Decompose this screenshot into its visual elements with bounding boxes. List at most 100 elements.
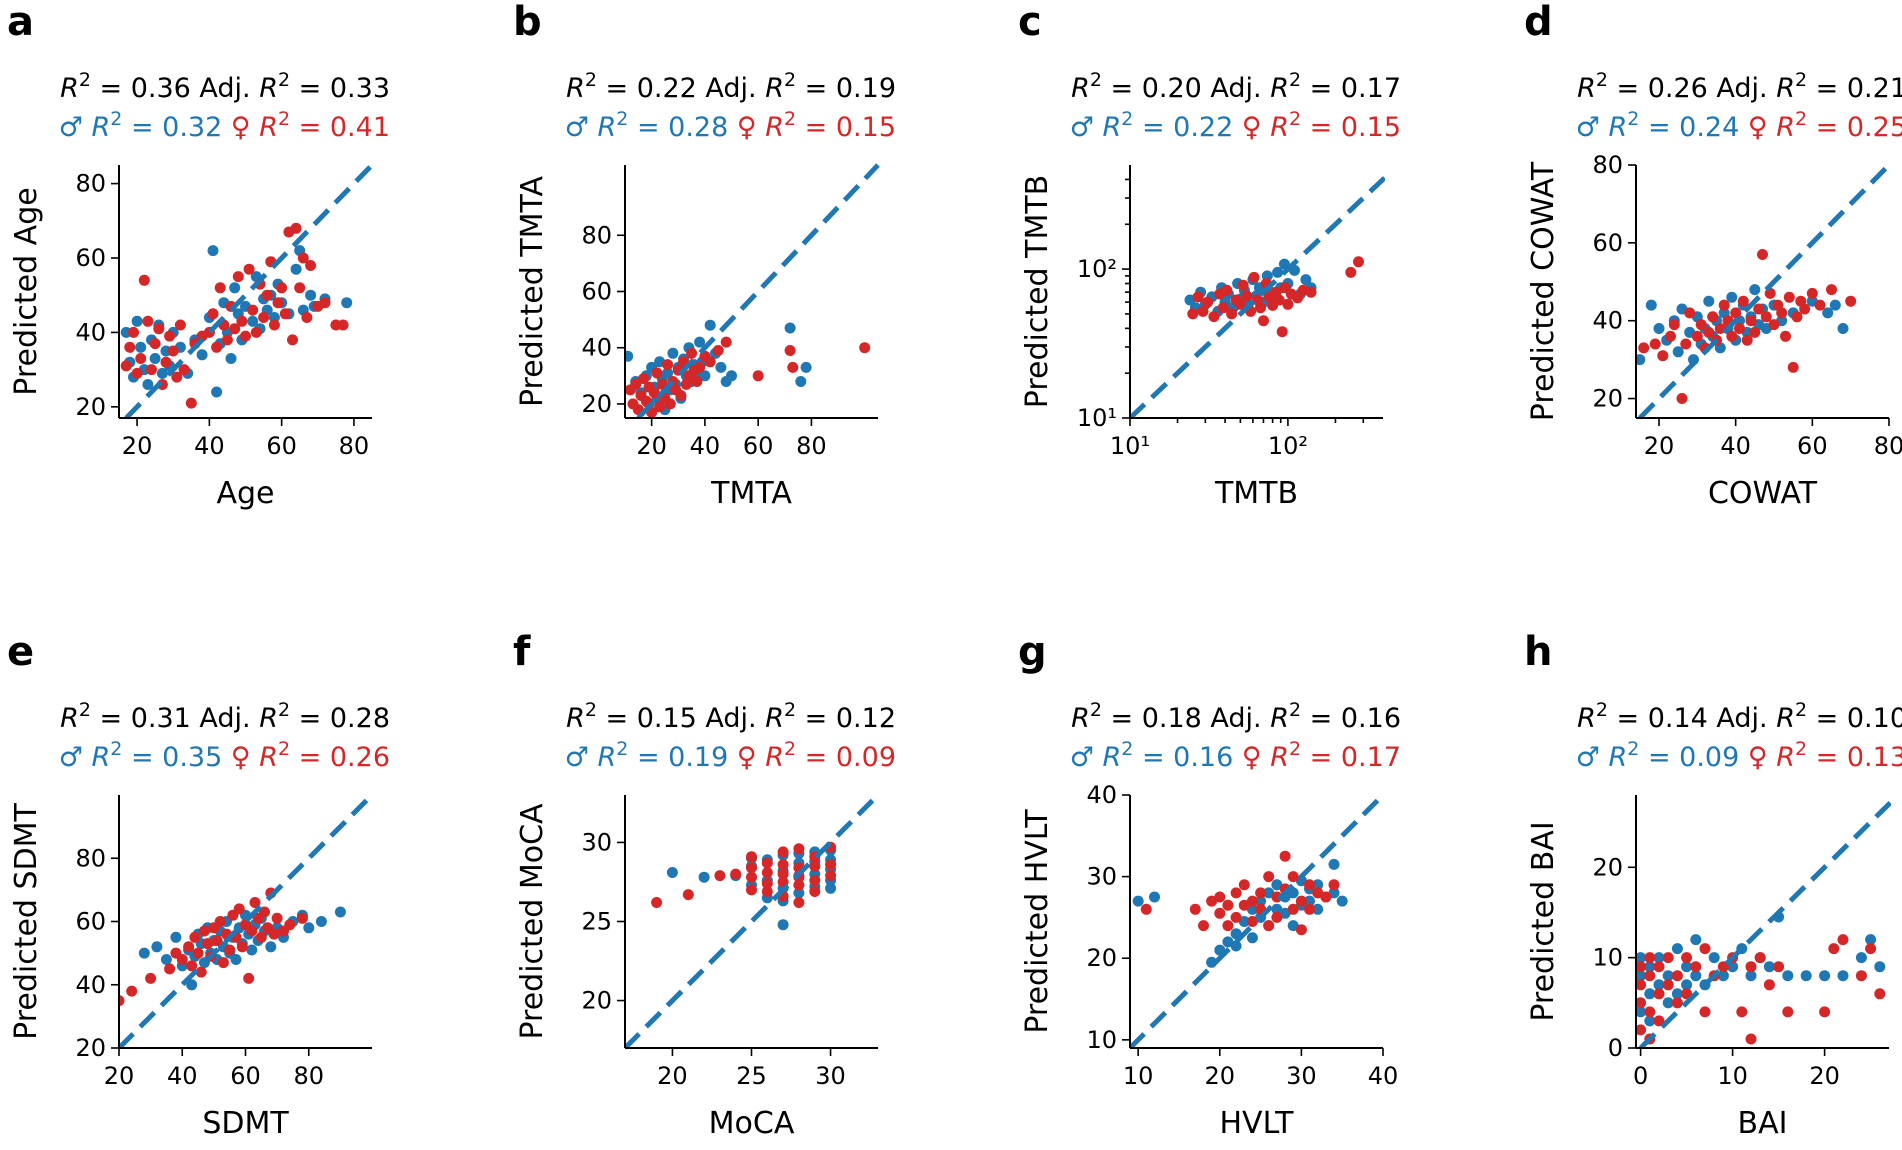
data-point-female — [1287, 871, 1299, 883]
data-point-male — [694, 336, 706, 348]
data-point-male — [1271, 903, 1283, 915]
data-point-female — [1263, 920, 1275, 932]
data-point-female — [1741, 334, 1753, 346]
data-point-male — [1708, 952, 1720, 964]
data-point-female — [761, 867, 773, 878]
data-point-female — [149, 338, 161, 350]
data-point-female — [186, 960, 198, 972]
stat-r2-line: R2 = 0.14 Adj. R2 = 0.10 — [1577, 699, 1902, 734]
data-point-female — [1757, 249, 1768, 260]
data-point-female — [1644, 1006, 1656, 1018]
data-point-female — [1192, 291, 1204, 303]
data-point-male — [1837, 970, 1849, 982]
data-point-female — [337, 319, 349, 331]
data-point-male — [1312, 903, 1324, 915]
data-point-male — [196, 349, 208, 361]
data-point-female — [146, 364, 157, 376]
data-point-male — [1295, 875, 1307, 887]
data-point-female — [1636, 1024, 1647, 1036]
data-point-male — [290, 263, 302, 275]
data-point-female — [305, 260, 317, 271]
data-point-female — [638, 373, 650, 385]
data-point-female — [1222, 899, 1234, 911]
y-tick-label: 30 — [581, 828, 612, 856]
y-tick-label: 20 — [75, 393, 106, 421]
y-tick-label: 10¹ — [1077, 404, 1117, 432]
data-point-female — [211, 935, 223, 946]
panel-e: e R2 = 0.31 Adj. R2 = 0.28 ♂ R2 = 0.35 ♀ R… — [7, 629, 390, 1141]
data-point-female — [1226, 308, 1238, 320]
data-point-female — [160, 356, 172, 368]
data-point-female — [1304, 903, 1315, 915]
data-point-female — [276, 282, 288, 294]
x-tick-label: 40 — [690, 432, 721, 460]
data-point-female — [145, 972, 157, 984]
data-point-female — [124, 341, 136, 353]
data-point-male — [1312, 879, 1324, 891]
data-point-female — [258, 312, 270, 323]
data-point-male — [1336, 895, 1348, 907]
y-tick-label: 30 — [1086, 863, 1117, 891]
stat-sex-line: ♂ R2 = 0.28 ♀ R2 = 0.15 — [565, 108, 896, 143]
x-tick-label: 20 — [122, 432, 153, 460]
data-point-male — [247, 315, 259, 327]
y-tick-label: 10² — [1077, 255, 1117, 283]
data-point-female — [1684, 307, 1696, 319]
y-tick-label: 80 — [75, 170, 106, 198]
data-point-male — [229, 282, 241, 294]
data-point-female — [682, 889, 694, 901]
data-point-female — [268, 928, 280, 940]
data-point-female — [654, 401, 666, 413]
y-tick-label: 40 — [1086, 781, 1117, 809]
x-axis-label: COWAT — [1708, 476, 1818, 511]
data-point-female — [1312, 887, 1324, 899]
data-point-female — [1258, 315, 1269, 327]
data-point-male — [315, 916, 327, 927]
data-point-female — [859, 342, 871, 354]
data-point-male — [225, 353, 237, 364]
data-point-female — [1653, 988, 1665, 1000]
x-tick-label: 80 — [293, 1062, 324, 1090]
y-tick-label: 40 — [75, 318, 106, 346]
data-point-female — [249, 897, 261, 908]
data-point-female — [120, 360, 132, 372]
data-point-male — [1671, 943, 1683, 955]
data-point-female — [246, 925, 258, 937]
data-point-male — [207, 245, 219, 257]
data-point-male — [715, 361, 727, 373]
data-point-female — [195, 966, 207, 978]
data-point-female — [1745, 961, 1757, 973]
data-point-female — [712, 345, 724, 356]
y-axis-label: Predicted HVLT — [1020, 809, 1055, 1034]
data-point-male — [142, 379, 154, 390]
data-point-female — [680, 378, 692, 390]
stat-sex-line: ♂ R2 = 0.22 ♀ R2 = 0.15 — [1070, 108, 1401, 143]
data-point-male — [1800, 970, 1812, 982]
plot-area — [1130, 793, 1385, 1048]
panel-f: f R2 = 0.15 Adj. R2 = 0.12 ♂ R2 = 0.19 ♀ R… — [513, 629, 896, 1141]
data-point-female — [1783, 291, 1795, 303]
y-tick-label: 60 — [75, 908, 106, 936]
data-point-female — [704, 356, 716, 368]
stat-r2-line: R2 = 0.18 Adj. R2 = 0.16 — [1071, 699, 1401, 734]
panel-letter: h — [1524, 629, 1552, 675]
data-point-male — [726, 370, 737, 382]
data-point-male — [1726, 291, 1738, 303]
data-point-female — [243, 263, 255, 275]
data-point-female — [1745, 315, 1757, 327]
panel-letter: g — [1018, 629, 1047, 675]
data-point-female — [1202, 296, 1214, 308]
x-axis-label: SDMT — [202, 1106, 289, 1141]
data-point-female — [1636, 979, 1647, 991]
y-tick-label: 60 — [581, 278, 612, 306]
data-point-female — [255, 931, 267, 943]
data-point-female — [1671, 997, 1683, 1009]
data-point-female — [1187, 308, 1199, 320]
data-point-male — [1230, 940, 1242, 952]
y-axis-label: Predicted TMTB — [1020, 175, 1055, 408]
data-point-female — [1780, 330, 1791, 342]
data-point-male — [793, 887, 805, 899]
panel-g: g R2 = 0.18 Adj. R2 = 0.16 ♂ R2 = 0.16 ♀ R… — [1018, 629, 1401, 1141]
data-point-female — [1271, 911, 1283, 923]
data-point-male — [1653, 979, 1665, 991]
